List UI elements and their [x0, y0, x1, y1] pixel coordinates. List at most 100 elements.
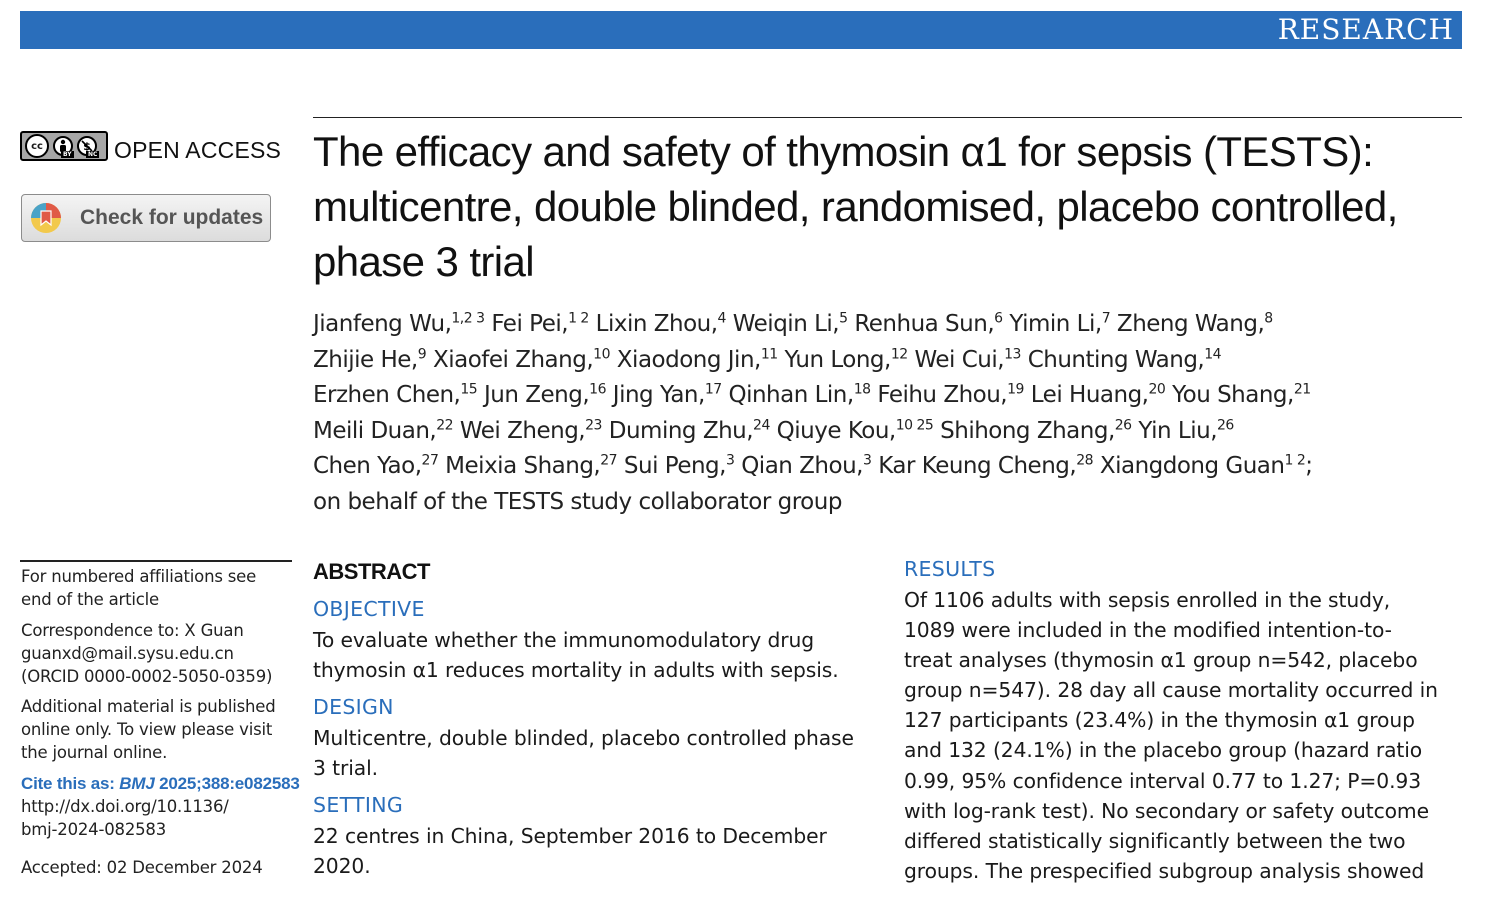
objective-text: To evaluate whether the immunomodulatory…: [313, 625, 839, 685]
author-name: Duming Zhu,: [601, 417, 754, 444]
citation-block: Cite this as: BMJ 2025;388:e082583 http:…: [21, 772, 301, 841]
author-name: Chen Yao,: [313, 453, 422, 480]
author-name: Zhijie He,: [313, 346, 418, 373]
affiliation-number: 27: [600, 452, 618, 469]
cite-journal: BMJ: [119, 774, 155, 793]
affiliation-number: 18: [853, 381, 871, 398]
results-line: 0.99, 95% confidence interval 0.77 to 1.…: [904, 768, 1422, 793]
affiliation-number: 11: [760, 345, 778, 362]
sidebar-rule: [20, 560, 292, 562]
affiliation-number: 9: [417, 345, 427, 362]
author-line: Chen Yao,27 Meixia Shang,27 Sui Peng,3 Q…: [313, 449, 1463, 485]
results-line: 1089 were included in the modified inten…: [904, 618, 1392, 643]
results-line: group n=547). 28 day all cause mortality…: [904, 678, 1438, 703]
article-title: The efficacy and safety of thymosin α1 f…: [313, 124, 1453, 289]
author-line: Meili Duan,22 Wei Zheng,23 Duming Zhu,24…: [313, 414, 1463, 450]
title-line: The efficacy and safety of thymosin α1 f…: [313, 128, 1374, 175]
accepted-label: Accepted: 02 December 2024: [21, 858, 263, 877]
affiliations-note: For numbered affiliations see end of the…: [21, 565, 301, 611]
check-for-updates-label: Check for updates: [80, 206, 264, 229]
affiliation-number: 26: [1217, 417, 1234, 434]
author-name: Meixia Shang,: [438, 453, 601, 480]
author-name: ;: [1305, 453, 1313, 480]
author-name: Wei Zheng,: [453, 417, 586, 444]
affiliation-number: 1,2 3: [451, 310, 485, 327]
author-name: Qinhan Lin,: [721, 382, 854, 409]
setting-text: 22 centres in China, September 2016 to D…: [313, 821, 827, 881]
orcid-id[interactable]: (ORCID 0000-0002-5050-0359): [21, 667, 273, 686]
author-name: Shihong Zhang,: [933, 417, 1115, 444]
setting-line: 22 centres in China, September 2016 to D…: [313, 824, 827, 848]
person-icon: [60, 139, 66, 152]
author-name: Jianfeng Wu,: [313, 311, 452, 337]
affiliation-number: 26: [1114, 417, 1132, 434]
affiliation-number: 7: [1101, 310, 1111, 327]
results-line: differed statistically significantly bet…: [904, 828, 1406, 853]
affiliation-number: 16: [589, 381, 606, 398]
affiliation-number: 5: [839, 310, 848, 327]
design-line: Multicentre, double blinded, placebo con…: [313, 726, 854, 750]
section-banner: RESEARCH: [20, 11, 1462, 49]
author-name: Kar Keung Cheng,: [871, 453, 1077, 480]
section-label: RESEARCH: [1277, 13, 1454, 46]
affiliation-number: 13: [1004, 345, 1021, 362]
setting-heading: SETTING: [313, 793, 404, 817]
affiliation-number: 23: [585, 417, 602, 434]
title-line: multicentre, double blinded, randomised,…: [313, 183, 1398, 230]
affiliation-number: 15: [460, 381, 478, 398]
doi-link[interactable]: http://dx.doi.org/10.1136/: [21, 797, 229, 816]
author-name: Sui Peng,: [617, 453, 727, 480]
affiliation-number: 20: [1148, 381, 1166, 398]
author-name: Jing Yan,: [605, 382, 706, 409]
author-list: Jianfeng Wu,1,2 3 Fei Pei,1 2 Lixin Zhou…: [313, 307, 1463, 521]
cc-license-badge[interactable]: cc $ BY NC: [20, 131, 108, 161]
affiliation-number: 4: [717, 310, 727, 327]
check-for-updates-button[interactable]: Check for updates: [21, 194, 271, 242]
design-text: Multicentre, double blinded, placebo con…: [313, 723, 854, 783]
affiliation-number: 12: [890, 345, 908, 362]
author-name: Weiqin Li,: [725, 311, 840, 337]
affiliation-number: 6: [994, 310, 1003, 327]
author-name: Yimin Li,: [1002, 311, 1102, 337]
author-name: Jun Zeng,: [477, 382, 590, 409]
author-name: You Shang,: [1165, 382, 1294, 409]
results-line: and 132 (24.1%) in the placebo group (ha…: [904, 738, 1423, 763]
correspondence-email[interactable]: guanxd@mail.sysu.edu.cn: [21, 644, 234, 663]
affiliation-number: 8: [1264, 310, 1273, 327]
author-line: on behalf of the TESTS study collaborato…: [313, 485, 1463, 521]
nc-label: NC: [86, 151, 100, 158]
author-name: Wei Cui,: [907, 346, 1005, 373]
author-name: on behalf of the TESTS study collaborato…: [313, 488, 842, 515]
affiliation-number: 1 2: [1284, 452, 1306, 469]
affiliation-number: 17: [704, 381, 722, 398]
author-name: Xiaofei Zhang,: [426, 346, 594, 373]
author-name: Xiangdong Guan: [1093, 453, 1285, 480]
title-rule: [313, 117, 1462, 118]
cite-prefix: Cite this as:: [21, 774, 120, 793]
by-label: BY: [61, 151, 74, 158]
author-name: Feihu Zhou,: [870, 382, 1008, 409]
author-name: Erzhen Chen,: [313, 382, 461, 409]
author-line: Erzhen Chen,15 Jun Zeng,16 Jing Yan,17 Q…: [313, 378, 1463, 414]
affiliation-number: 28: [1076, 452, 1094, 469]
objective-line: To evaluate whether the immunomodulatory…: [313, 628, 815, 652]
author-line: Jianfeng Wu,1,2 3 Fei Pei,1 2 Lixin Zhou…: [313, 307, 1463, 343]
sidebar-line: Correspondence to: X Guan: [21, 621, 244, 640]
sidebar-line: online only. To view please visit: [21, 720, 273, 739]
doi-link[interactable]: bmj-2024-082583: [21, 820, 167, 839]
setting-line: 2020.: [313, 854, 371, 879]
author-name: Zheng Wang,: [1110, 311, 1265, 337]
author-name: Xiaodong Jin,: [609, 346, 762, 373]
cite-ref: 2025;388:e082583: [154, 774, 300, 793]
title-line: phase 3 trial: [313, 238, 535, 285]
affiliation-number: 10: [593, 345, 610, 362]
affiliation-number: 1 2: [568, 310, 589, 327]
sidebar-line: end of the article: [21, 590, 159, 609]
objective-heading: OBJECTIVE: [313, 597, 425, 621]
results-line: treat analyses (thymosin α1 group n=542,…: [904, 648, 1418, 673]
open-access-label: OPEN ACCESS: [114, 137, 282, 163]
affiliation-number: 21: [1293, 381, 1311, 398]
additional-material-note: Additional material is published online …: [21, 695, 301, 764]
results-heading: RESULTS: [904, 557, 996, 581]
results-line: Of 1106 adults with sepsis enrolled in t…: [904, 588, 1391, 612]
